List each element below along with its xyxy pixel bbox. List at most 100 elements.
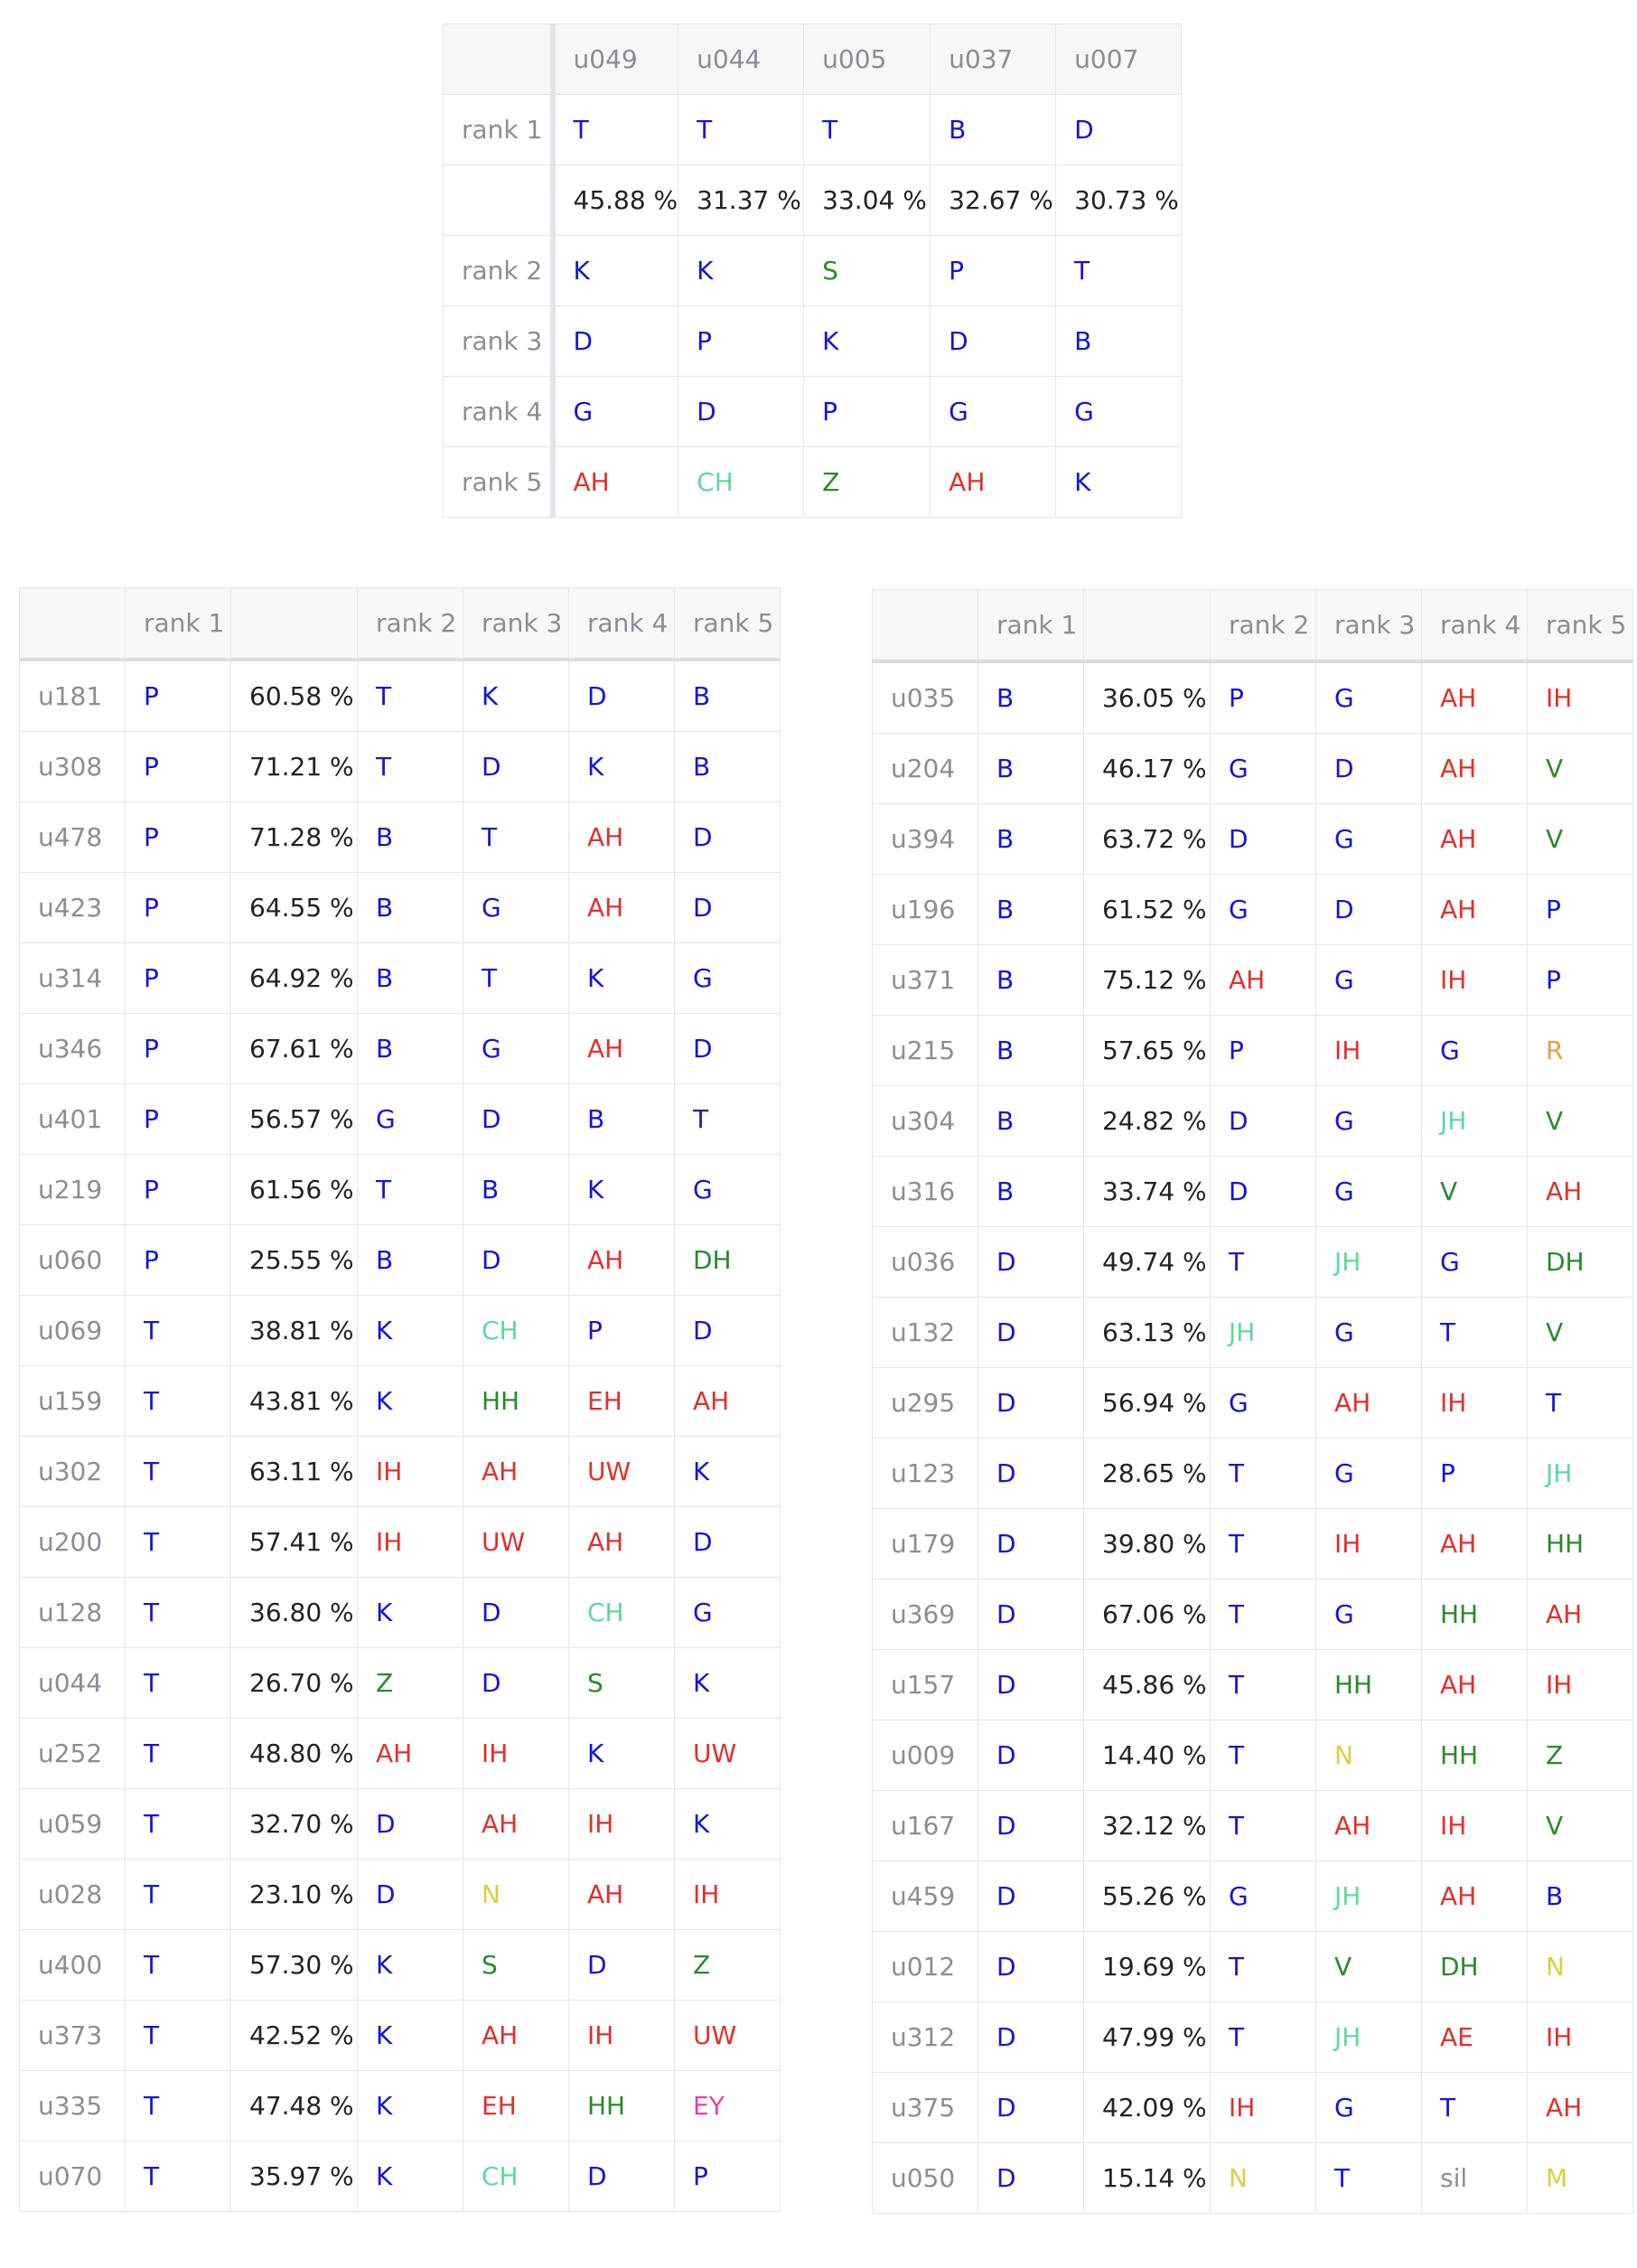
phone-cell: D [978, 1297, 1084, 1368]
phone-cell: EY [674, 2070, 781, 2141]
phone-cell: K [568, 731, 675, 802]
phone-cell: N [1315, 1720, 1422, 1791]
phone-cell: P [125, 659, 231, 732]
column-header: u049 [551, 23, 679, 95]
phone-cell: K [674, 1436, 781, 1507]
phone-cell: HH [568, 2070, 675, 2141]
phone-cell: T [463, 801, 569, 873]
phone-cell: AH [1421, 874, 1528, 945]
column-header [19, 587, 126, 661]
probability-cell: 24.82 % [1083, 1085, 1211, 1157]
phone-cell: T [463, 942, 569, 1014]
probability-cell: 28.65 % [1083, 1438, 1211, 1509]
phone-cell: P [125, 1013, 231, 1084]
phone-cell: Z [674, 1929, 781, 2001]
phone-cell: V [1527, 803, 1633, 875]
utterance-id-cell: u050 [872, 2142, 978, 2214]
phone-cell: B [978, 874, 1084, 945]
phone-cell: D [674, 801, 781, 873]
table-row: u012 D 19.69 % T V DH N [872, 1931, 1633, 2002]
table-row: u200 T 57.41 % IH UW AH D [19, 1506, 781, 1578]
phone-cell: D [674, 1506, 781, 1578]
utterance-id-cell: u159 [19, 1365, 126, 1437]
phone-cell: D [1315, 733, 1422, 804]
phone-cell: AH [674, 1365, 781, 1437]
utterance-id-cell: u346 [19, 1013, 126, 1084]
table-row: u478 P 71.28 % B T AH D [19, 801, 781, 873]
probability-cell: 56.57 % [230, 1083, 358, 1155]
utterance-id-cell: u219 [19, 1154, 126, 1225]
utterance-id-cell: u009 [872, 1720, 978, 1791]
row-label: rank 5 [443, 446, 556, 518]
phone-cell: K [568, 1718, 675, 1789]
phone-cell: D [463, 731, 569, 802]
phone-cell: B [357, 872, 463, 943]
phone-cell: AH [1421, 1860, 1528, 1932]
phone-cell: B [978, 1085, 1084, 1157]
phone-cell: B [1527, 1860, 1633, 1932]
table-row: u070 T 35.97 % K CH D P [19, 2141, 781, 2212]
probability-cell: 26.70 % [230, 1647, 358, 1719]
probability-cell: 49.74 % [1083, 1226, 1211, 1298]
phone-cell: G [1315, 803, 1422, 875]
phone-cell: DH [1527, 1226, 1633, 1298]
phone-cell: P [125, 731, 231, 802]
probability-cell: 14.40 % [1083, 1720, 1211, 1791]
utterance-id-cell: u036 [872, 1226, 978, 1298]
probability-cell: 32.12 % [1083, 1790, 1211, 1861]
utterance-id-cell: u335 [19, 2070, 126, 2141]
utterance-id-cell: u308 [19, 731, 126, 802]
phone-cell: D [674, 1013, 781, 1084]
table-row: u394 B 63.72 % D G AH V [872, 803, 1633, 875]
phone-cell: B [1055, 305, 1183, 377]
utterance-id-cell: u371 [872, 944, 978, 1016]
phone-cell: JH [1527, 1438, 1633, 1509]
phone-cell: D [674, 872, 781, 943]
probability-cell: 71.28 % [230, 801, 358, 873]
phone-cell: IH [1527, 1649, 1633, 1720]
phone-cell: P [1527, 874, 1633, 945]
phone-cell: AH [568, 872, 675, 943]
phone-cell: JH [1421, 1085, 1528, 1157]
phone-cell: AH [1527, 1156, 1633, 1227]
phone-cell: D [978, 2142, 1084, 2214]
phone-cell: AH [568, 801, 675, 873]
phone-cell: P [125, 1224, 231, 1296]
phone-cell: D [678, 376, 805, 447]
phone-cell: G [930, 376, 1057, 447]
utterance-id-cell: u400 [19, 1929, 126, 2001]
phone-cell: T [125, 1788, 231, 1860]
phone-cell: UW [568, 1436, 675, 1507]
table-row: u036 D 49.74 % T JH G DH [872, 1226, 1633, 1298]
phone-cell: P [125, 942, 231, 1014]
phone-cell: IH [568, 1788, 675, 1860]
phone-cell: D [1210, 803, 1316, 875]
phone-cell: N [1210, 2142, 1316, 2214]
phone-cell: AH [1421, 733, 1528, 804]
phone-cell: JH [1315, 1226, 1422, 1298]
phone-cell: AH [568, 1224, 675, 1296]
phone-cell: AH [1527, 1579, 1633, 1650]
phone-cell: D [930, 305, 1057, 377]
phone-cell: AH [551, 446, 679, 518]
utterance-id-cell: u069 [19, 1295, 126, 1366]
probability-cell: 67.06 % [1083, 1579, 1211, 1650]
probability-cell: 19.69 % [1083, 1931, 1211, 2002]
phone-cell: P [125, 872, 231, 943]
phone-cell: K [678, 235, 805, 306]
probability-cell: 75.12 % [1083, 944, 1211, 1016]
phone-cell: T [125, 1859, 231, 1930]
probability-cell: 63.72 % [1083, 803, 1211, 875]
utterance-id-cell: u044 [19, 1647, 126, 1719]
phone-cell: D [463, 1224, 569, 1296]
phone-cell: K [1055, 446, 1183, 518]
table-row: u346 P 67.61 % B G AH D [19, 1013, 781, 1084]
column-header: rank 1 [978, 589, 1084, 663]
phone-cell: UW [674, 1718, 781, 1789]
probability-cell: 36.80 % [230, 1577, 358, 1648]
table-row: u316 B 33.74 % D G V AH [872, 1156, 1633, 1227]
phone-cell: CH [568, 1577, 675, 1648]
phone-cell: V [1527, 733, 1633, 804]
